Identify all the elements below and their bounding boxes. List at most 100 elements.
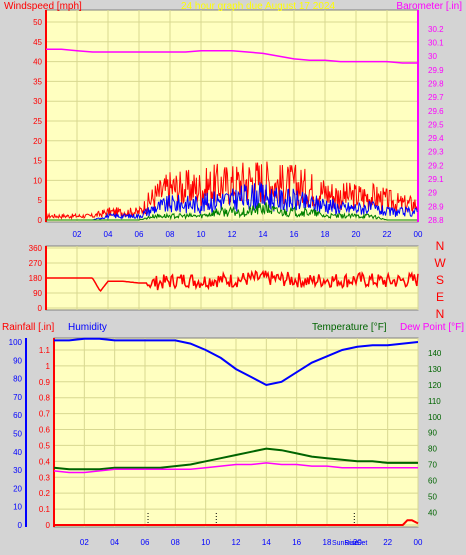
barometer-y-tick-label: 30 [428, 52, 437, 61]
humidity-y-tick-label: 20 [13, 484, 22, 493]
rain-y-tick-label: 0.8 [39, 394, 51, 403]
temperature-y-tick-label: 70 [428, 461, 437, 470]
temperature-y-tick-label: 80 [428, 445, 437, 454]
wind-x-tick-label: 06 [135, 230, 144, 239]
wind-x-tick-label: 22 [383, 230, 392, 239]
wind-speed-line [46, 182, 418, 221]
temperature-y-tick-label: 50 [428, 492, 437, 501]
barometer-y-tick-label: 29 [428, 189, 437, 198]
humidity-y-tick-label: 90 [13, 356, 22, 365]
temperature-x-tick-label: 02 [80, 538, 89, 547]
sunrise-label: SunRise [332, 540, 359, 547]
rain-y-tick-label: 0.3 [39, 473, 51, 482]
rain-y-tick-label: 0.2 [39, 489, 51, 498]
temperature-y-tick-label: 110 [428, 397, 441, 406]
temperature-x-tick-label: 06 [141, 538, 150, 547]
compass-label: S [436, 273, 444, 287]
humidity-axis-title: Humidity [68, 322, 107, 333]
graph-title: 24 hour graph due August 17 2024 [181, 1, 335, 12]
wind-y-tick-label: 45 [33, 38, 42, 47]
barometer-y-tick-label: 30.2 [428, 25, 444, 34]
temperature-x-tick-label: 00 [414, 538, 423, 547]
wind-y-tick-label: 25 [33, 117, 42, 126]
wind-x-tick-label: 04 [104, 230, 113, 239]
humidity-y-tick-label: 100 [9, 338, 23, 347]
rain-y-tick-label: 0.9 [39, 378, 51, 387]
temperature-y-tick-label: 120 [428, 381, 442, 390]
wind-y-tick-label: 30 [33, 97, 42, 106]
temperature-y-tick-label: 140 [428, 349, 442, 358]
wind-x-tick-label: 08 [166, 230, 175, 239]
wind-direction-line [46, 269, 419, 293]
humidity-y-tick-label: 0 [18, 521, 23, 530]
rain-y-tick-label: 0 [46, 521, 51, 530]
barometer-y-tick-label: 29.5 [428, 120, 444, 129]
temperature-x-tick-label: 04 [110, 538, 119, 547]
rainfall-axis-title: Rainfall [.in] [2, 322, 54, 333]
temperature-x-tick-label: 08 [171, 538, 180, 547]
barometer-line [46, 48, 418, 64]
wind-x-tick-label: 14 [259, 230, 268, 239]
barometer-y-tick-label: 29.6 [428, 107, 444, 116]
barometer-y-tick-label: 28.8 [428, 216, 444, 225]
rain-y-tick-label: 0.7 [39, 410, 51, 419]
rainfall-line [54, 519, 419, 526]
windspeed-axis-title: Windspeed [mph] [4, 1, 82, 12]
wind-x-tick-label: 20 [352, 230, 361, 239]
direction-y-tick-label: 0 [38, 304, 43, 313]
barometer-axis-title: Barometer [.in] [396, 1, 462, 12]
temperature-x-tick-label: 22 [383, 538, 392, 547]
temperature-line [53, 447, 418, 471]
wind-y-tick-label: 35 [33, 77, 42, 86]
wind-x-tick-label: 02 [73, 230, 82, 239]
wind-gust-line [45, 161, 418, 220]
wind-x-tick-label: 18 [321, 230, 330, 239]
temperature-x-tick-label: 12 [232, 538, 241, 547]
barometer-y-tick-label: 29.4 [428, 134, 444, 143]
wind-x-tick-label: 16 [290, 230, 299, 239]
temperature-x-tick-label: 18 [323, 538, 332, 547]
dewpoint-axis-title: Dew Point [°F] [400, 322, 464, 333]
humidity-y-tick-label: 10 [13, 503, 22, 512]
sunset-label: SunSet [344, 540, 367, 547]
humidity-y-tick-label: 80 [13, 375, 22, 384]
direction-y-tick-label: 180 [29, 274, 43, 283]
compass-label: W [434, 256, 446, 270]
temperature-y-tick-label: 100 [428, 413, 442, 422]
wind-y-tick-label: 0 [38, 216, 43, 225]
temperature-y-tick-label: 60 [428, 476, 437, 485]
compass-label: E [436, 290, 444, 304]
wind-y-tick-label: 50 [33, 18, 42, 27]
temperature-axis-title: Temperature [°F] [312, 322, 387, 333]
wind-x-tick-label: 00 [414, 230, 423, 239]
rain-y-tick-label: 0.1 [39, 505, 51, 514]
barometer-y-tick-label: 29.2 [428, 161, 444, 170]
temperature-y-tick-label: 40 [428, 508, 437, 517]
rain-y-tick-label: 0.4 [39, 457, 51, 466]
wind-x-tick-label: 12 [228, 230, 237, 239]
compass-label: N [436, 307, 445, 321]
rain-y-tick-label: 1.1 [39, 346, 51, 355]
wind-y-tick-label: 5 [38, 196, 43, 205]
temperature-x-tick-label: 10 [201, 538, 210, 547]
humidity-line [54, 337, 419, 387]
barometer-y-tick-label: 29.7 [428, 93, 444, 102]
rain-y-tick-label: 0.5 [39, 441, 51, 450]
wind-average-line [46, 202, 418, 221]
humidity-y-tick-label: 50 [13, 430, 22, 439]
barometer-y-tick-label: 29.9 [428, 66, 444, 75]
wind-y-tick-label: 20 [33, 137, 42, 146]
humidity-y-tick-label: 60 [13, 411, 22, 420]
direction-y-tick-label: 360 [29, 244, 43, 253]
temperature-x-tick-label: 14 [262, 538, 271, 547]
barometer-y-tick-label: 29.8 [428, 79, 444, 88]
temperature-y-tick-label: 90 [428, 429, 437, 438]
compass-label: N [436, 239, 445, 253]
humidity-y-tick-label: 40 [13, 448, 22, 457]
barometer-y-tick-label: 29.1 [428, 175, 444, 184]
barometer-y-tick-label: 30.1 [428, 38, 444, 47]
wind-y-tick-label: 10 [33, 176, 42, 185]
rain-y-tick-label: 0.6 [39, 426, 51, 435]
temperature-x-tick-label: 16 [292, 538, 301, 547]
